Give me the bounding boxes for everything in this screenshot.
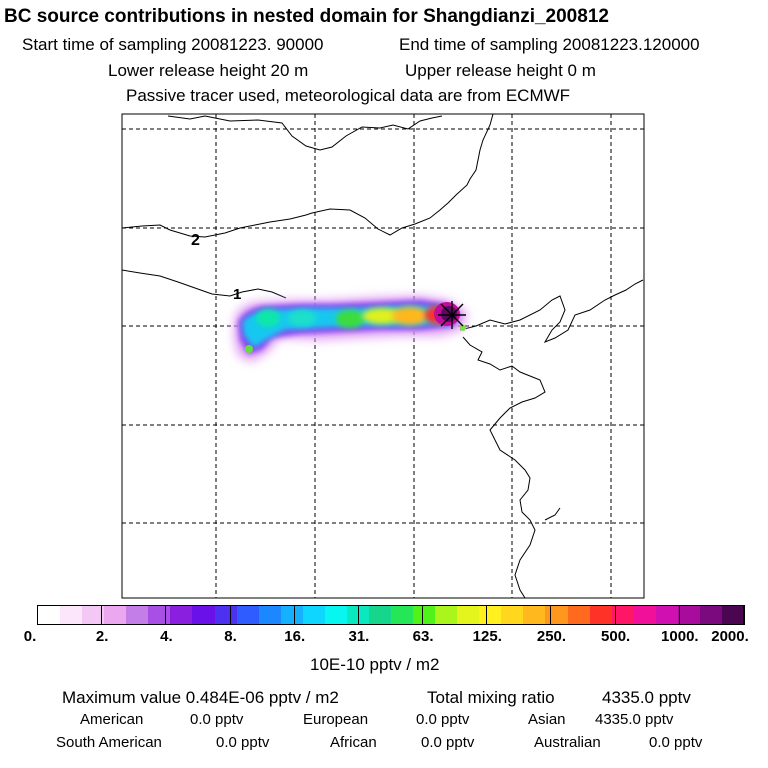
colorbar-tick-label: 2. — [95, 628, 109, 645]
region-name: African — [330, 734, 377, 751]
colorbar-swatch — [479, 605, 502, 625]
colorbar-divider — [101, 605, 103, 625]
chart-title: BC source contributions in nested domain… — [4, 6, 609, 27]
colorbar-swatch — [567, 605, 591, 625]
region-name: South American — [56, 734, 162, 751]
colorbar-swatch — [633, 605, 657, 625]
colorbar-swatch — [236, 605, 260, 625]
colorbar-divider — [229, 605, 231, 625]
colorbar-swatch — [126, 605, 149, 625]
maximum-value-label: Maximum value 0.484E-06 pptv / m2 — [62, 688, 339, 707]
colorbar-tick-label: 2000. — [711, 628, 749, 645]
colorbar-frame — [37, 605, 745, 625]
colorbar-tick-label: 63. — [412, 628, 434, 645]
grid-label-1: 1 — [233, 286, 241, 303]
colorbar-swatch — [192, 605, 216, 625]
region-name: Australian — [534, 734, 601, 751]
colorbar-swatch — [655, 605, 679, 625]
region-value: 4335.0 pptv — [595, 711, 674, 728]
upper-release-height-label: Upper release height 0 m — [405, 61, 596, 80]
colorbar-swatch — [457, 605, 480, 625]
region-name: European — [303, 711, 369, 728]
colorbar-tick-label: 31. — [348, 628, 370, 645]
colorbar-swatch — [721, 605, 745, 625]
colorbar-swatch — [258, 605, 282, 625]
colorbar-swatch — [413, 605, 436, 625]
colorbar-swatch — [435, 605, 458, 625]
region-name: American — [80, 711, 144, 728]
total-mixing-ratio-label: Total mixing ratio — [427, 688, 555, 707]
region-value: 0.0 pptv — [649, 734, 703, 751]
region-value: 0.0 pptv — [421, 734, 475, 751]
lower-release-height-label: Lower release height 20 m — [108, 61, 309, 80]
colorbar-divider — [486, 605, 488, 625]
colorbar-swatch — [82, 605, 105, 625]
colorbar-tick-label: 125. — [472, 628, 502, 645]
colorbar-swatch — [60, 605, 83, 625]
region-value: 0.0 pptv — [190, 711, 244, 728]
colorbar-swatch — [368, 605, 392, 625]
colorbar-swatch — [501, 605, 524, 625]
colorbar-tick-label: 8. — [224, 628, 237, 645]
map-grid — [122, 114, 644, 598]
colorbar-divider — [422, 605, 424, 625]
region-value: 0.0 pptv — [416, 711, 470, 728]
colorbar-tick-label: 16. — [284, 628, 306, 645]
colorbar-swatch — [324, 605, 348, 625]
colorbar-tick-label: 500. — [601, 628, 631, 645]
colorbar-divider — [165, 605, 167, 625]
colorbar-swatch — [589, 605, 613, 625]
start-time-label: Start time of sampling 20081223. 90000 — [22, 35, 324, 54]
colorbar-divider — [550, 605, 552, 625]
colorbar-swatch — [214, 605, 238, 625]
colorbar-divider — [357, 605, 359, 625]
colorbar-divider — [614, 605, 616, 625]
colorbar-divider — [743, 605, 744, 625]
colorbar-swatch — [677, 605, 701, 625]
colorbar-swatch — [611, 605, 635, 625]
colorbar-swatch — [280, 605, 304, 625]
colorbar-tick-label: 1000. — [661, 628, 699, 645]
receptor-cross-icon — [438, 301, 466, 329]
colorbar-swatch — [170, 605, 194, 625]
coastline — [121, 113, 644, 599]
colorbar-tick-label: 250. — [536, 628, 567, 645]
grid-label-2: 2 — [191, 232, 200, 249]
colorbar-divider — [678, 605, 680, 625]
colorbar-divider — [293, 605, 295, 625]
colorbar-swatch — [148, 605, 171, 625]
colorbar-swatch — [104, 605, 127, 625]
colorbar-swatch — [391, 605, 414, 625]
colorbar-swatch — [302, 605, 326, 625]
tracer-note-label: Passive tracer used, meteorological data… — [126, 86, 571, 105]
end-time-label: End time of sampling 20081223.120000 — [399, 35, 700, 54]
colorbar-unit-label: 10E-10 pptv / m2 — [310, 655, 440, 674]
region-value: 0.0 pptv — [216, 734, 270, 751]
map-frame — [121, 113, 645, 599]
total-mixing-ratio-value: 4335.0 pptv — [602, 688, 691, 707]
colorbar-swatch — [523, 605, 547, 625]
colorbar-swatch — [38, 605, 61, 625]
colorbar-tick-label: 0. — [23, 628, 37, 645]
colorbar-swatch — [699, 605, 723, 625]
colorbar-tick-label: 4. — [160, 628, 173, 645]
plume — [234, 296, 468, 362]
region-name: Asian — [528, 711, 566, 728]
